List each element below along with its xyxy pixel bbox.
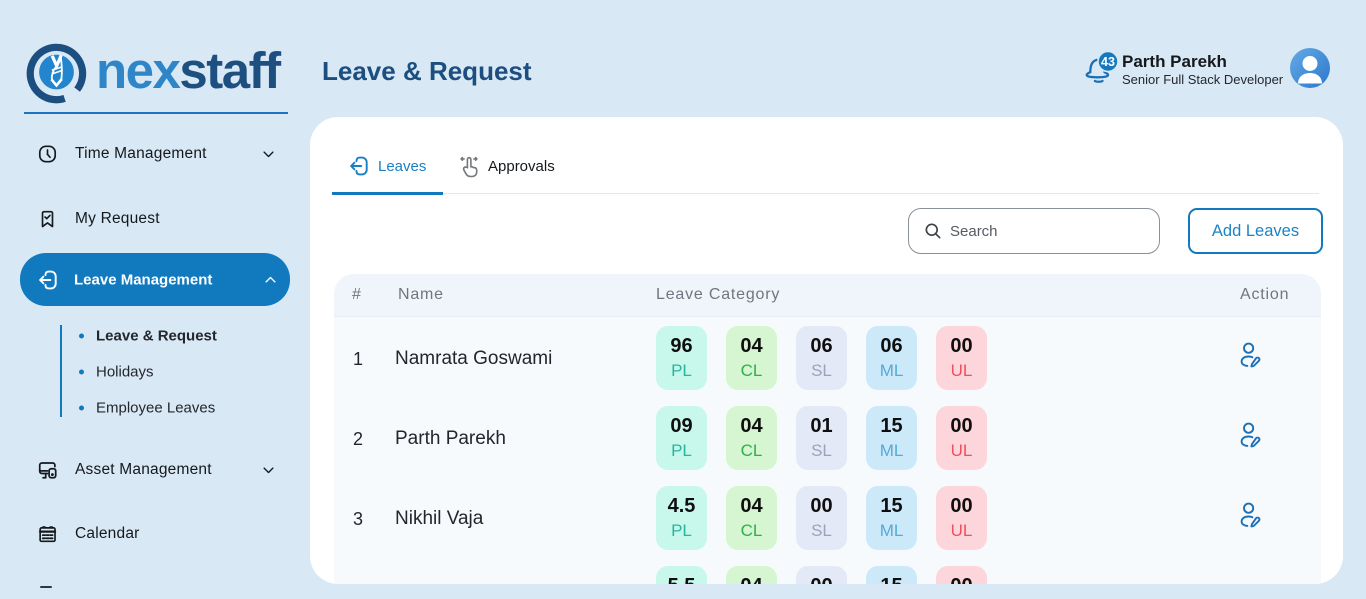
- svg-text:43: 43: [1101, 55, 1115, 69]
